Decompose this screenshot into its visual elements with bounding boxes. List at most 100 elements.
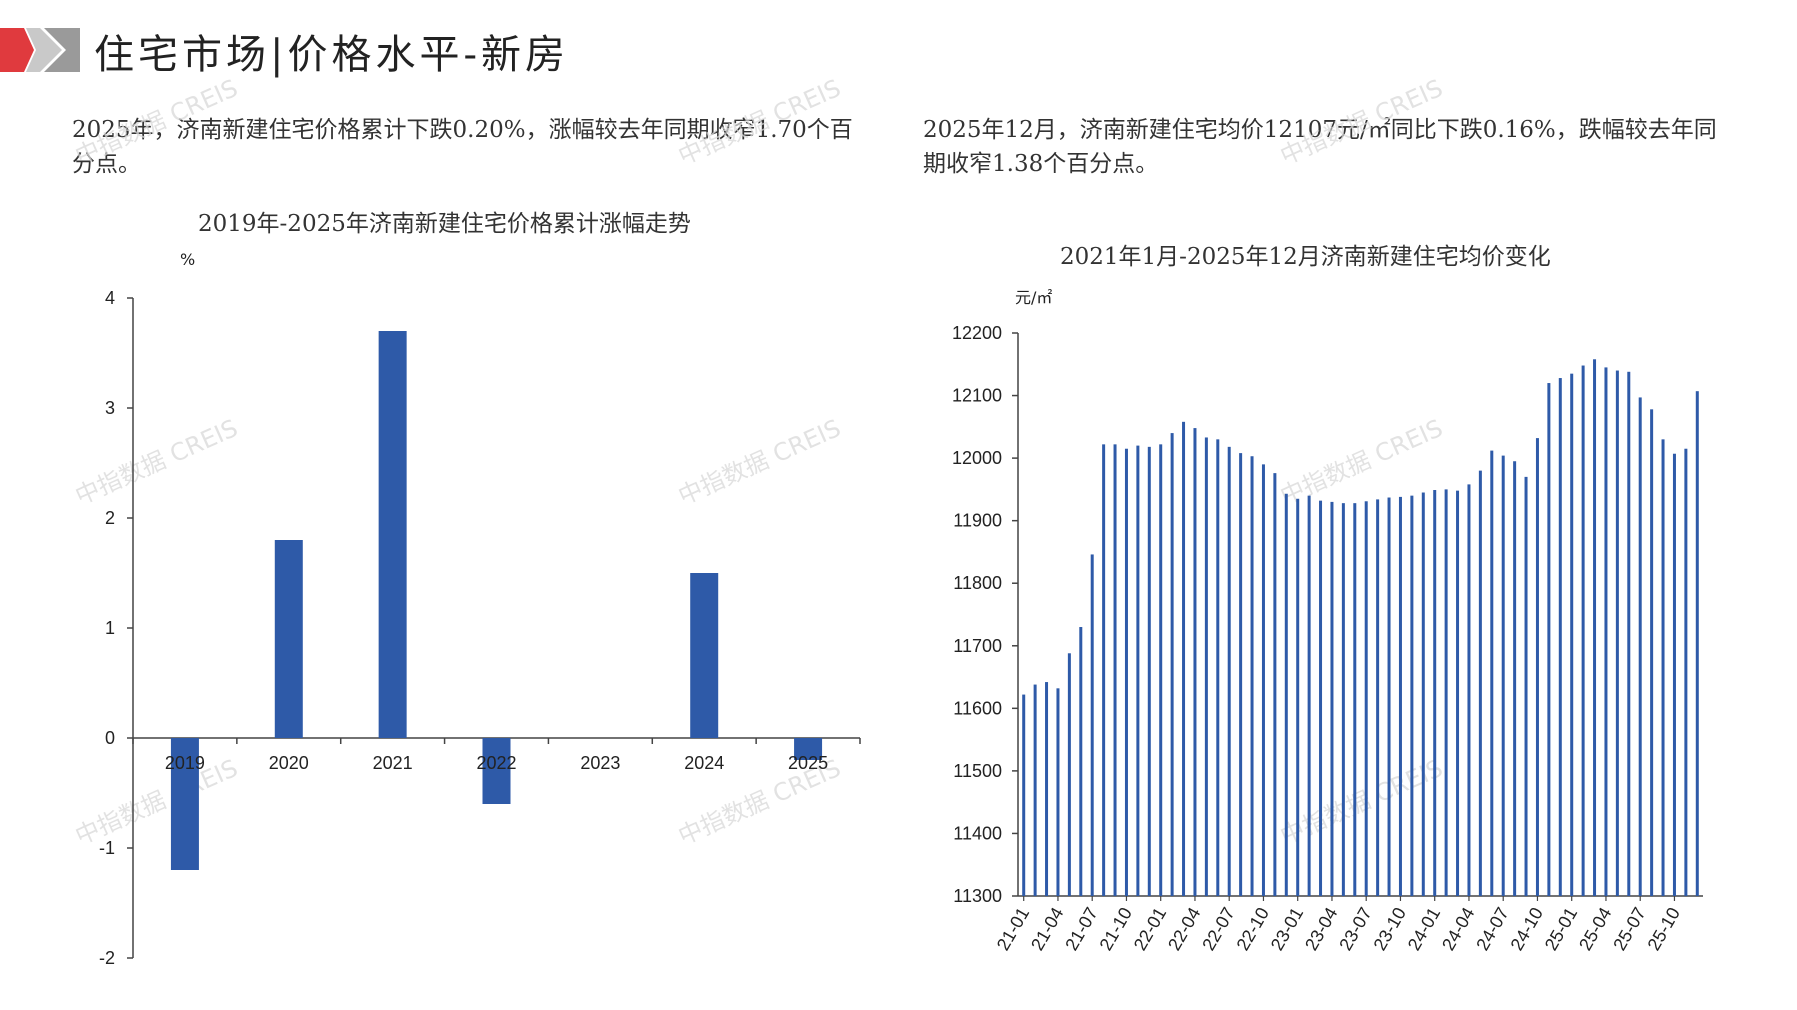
chart-2-x-tick-label: 23-10 <box>1370 904 1410 954</box>
chart-2-bar <box>1467 484 1471 896</box>
chart-2-bar <box>1513 461 1517 896</box>
chart-2-bar <box>1113 444 1117 896</box>
chart-1-y-tick-label: 1 <box>105 618 115 638</box>
summary-right: 2025年12月，济南新建住宅均价12107元/㎡同比下跌0.16%，跌幅较去年… <box>923 117 1717 177</box>
chart-2-bar <box>1547 383 1551 896</box>
chart-2-y-tick-label: 11300 <box>953 886 1002 906</box>
chart-2-bar <box>1330 501 1334 896</box>
chart-2-x-tick-label: 25-04 <box>1575 904 1615 954</box>
chart-2-bar <box>1307 495 1311 896</box>
chart-1-y-tick-label: -2 <box>99 948 115 968</box>
chart-2-bar <box>1147 446 1151 896</box>
chart-2-y-tick-label: 11500 <box>953 761 1002 781</box>
chart-2-y-tick-label: 12100 <box>952 386 1002 406</box>
chart-2-bar <box>1672 453 1676 896</box>
chart-2-y-tick-label: 11900 <box>953 511 1002 531</box>
summary-left: 2025年，济南新建住宅价格累计下跌0.20%，涨幅较去年同期收窄1.70个百分… <box>72 117 853 177</box>
chart-1-x-tick-label: 2023 <box>580 753 620 773</box>
watermark-text: 中指数据 CREIS <box>674 414 845 511</box>
chart-1-x-tick-label: 2024 <box>684 753 724 773</box>
chart-1-x-tick-label: 2025 <box>788 753 828 773</box>
chart-2-bar <box>1056 688 1060 896</box>
chart-2-bar <box>1615 370 1619 896</box>
chart-2-y-tick-label: 11800 <box>953 573 1002 593</box>
chart-2-bar <box>1250 456 1254 896</box>
chart-1-title: 2019年-2025年济南新建住宅价格累计涨幅走势 <box>198 211 691 237</box>
chart-2-bar <box>1456 490 1460 896</box>
chart-2-bar <box>1079 627 1083 896</box>
chart-2-bar <box>1398 496 1402 896</box>
chart-2-bar <box>1193 428 1197 896</box>
chart-2-x-tick-label: 25-01 <box>1541 904 1581 954</box>
chart-2-x-tick-label: 22-07 <box>1198 904 1238 954</box>
chart-1-x-tick-label: 2022 <box>476 753 516 773</box>
chart-2-x-tick-label: 23-01 <box>1267 904 1307 954</box>
chart-2-bar <box>1558 378 1562 896</box>
chart-2-y-tick-label: 11600 <box>953 698 1002 718</box>
chart-2-bar <box>1478 470 1482 896</box>
chart-2-x-tick-label: 24-10 <box>1507 904 1547 954</box>
chart-2-x-tick-label: 21-07 <box>1061 904 1101 954</box>
chart-2-bar <box>1501 455 1505 896</box>
watermark-text: 中指数据 CREIS <box>1276 414 1447 511</box>
chart-1-bar <box>170 738 199 870</box>
chart-2-y-tick-label: 12000 <box>952 448 1002 468</box>
chart-1-y-tick-label: 4 <box>105 288 115 308</box>
chart-2-bar <box>1570 373 1574 896</box>
chart-2-bar <box>1273 473 1277 896</box>
watermark-text: 中指数据 CREIS <box>674 74 845 171</box>
chart-2-title: 2021年1月-2025年12月济南新建住宅均价变化 <box>1060 244 1551 270</box>
chart-2-bar <box>1045 682 1049 896</box>
chart-2-bar <box>1341 503 1345 896</box>
chart-2-bar <box>1067 653 1071 896</box>
brand-logo-icon <box>0 28 80 72</box>
watermark-text: 中指数据 CREIS <box>71 74 242 171</box>
chart-2-bar <box>1033 684 1037 896</box>
chart-2-bar <box>1410 495 1414 896</box>
chart-1-unit: % <box>180 250 196 269</box>
chart-2-bar <box>1261 464 1265 896</box>
chart-2-x-tick-label: 25-10 <box>1644 904 1684 954</box>
chart-1-y-tick-label: -1 <box>99 838 115 858</box>
watermark-text: 中指数据 CREIS <box>71 414 242 511</box>
chart-2-y-tick-label: 12200 <box>952 323 1002 343</box>
chart-2-y-tick-label: 11400 <box>953 823 1002 843</box>
chart-2-bar <box>1353 503 1357 896</box>
chart-2-x-tick-label: 22-10 <box>1233 904 1273 954</box>
watermark-text: 中指数据 CREIS <box>1276 754 1447 851</box>
chart-1-x-tick-label: 2020 <box>269 753 309 773</box>
chart-1-y-tick-label: 2 <box>105 508 115 528</box>
chart-2-bar <box>1490 450 1494 896</box>
chart-2-x-tick-label: 25-07 <box>1609 904 1649 954</box>
chart-2-bar <box>1319 500 1323 896</box>
chart-2-bar <box>1444 489 1448 896</box>
chart-2-bar <box>1695 391 1699 896</box>
chart-2-x-tick-label: 22-01 <box>1130 904 1170 954</box>
chart-2-x-tick-label: 24-04 <box>1438 904 1478 954</box>
chart-2-bar <box>1159 444 1163 896</box>
chart-2-bar <box>1376 499 1380 896</box>
chart-2-bar <box>1387 497 1391 896</box>
chart-2-bar <box>1364 501 1368 896</box>
chart-2-bar <box>1433 490 1437 896</box>
chart-2-x-tick-label: 22-04 <box>1164 904 1204 954</box>
chart-2-bar <box>1182 421 1186 896</box>
chart-1-x-tick-label: 2021 <box>373 753 413 773</box>
chart-2-bar <box>1090 554 1094 896</box>
chart-2-x-tick-label: 21-10 <box>1096 904 1136 954</box>
chart-2-bar <box>1136 445 1140 896</box>
chart-2-x-tick-label: 24-07 <box>1472 904 1512 954</box>
chart-1-y-tick-label: 0 <box>105 728 115 748</box>
chart-2-bar <box>1204 437 1208 896</box>
chart-2-bar <box>1535 438 1539 896</box>
chart-2-bar <box>1421 492 1425 896</box>
chart-2-bar <box>1684 448 1688 896</box>
chart-2-x-tick-label: 23-07 <box>1335 904 1375 954</box>
chart-2-bar <box>1239 453 1243 896</box>
chart-1-bar <box>794 738 823 760</box>
chart-2-bar <box>1650 409 1654 896</box>
chart-2-bar <box>1524 476 1528 896</box>
chart-2-bar <box>1022 694 1026 896</box>
chart-1-bar <box>274 540 303 738</box>
